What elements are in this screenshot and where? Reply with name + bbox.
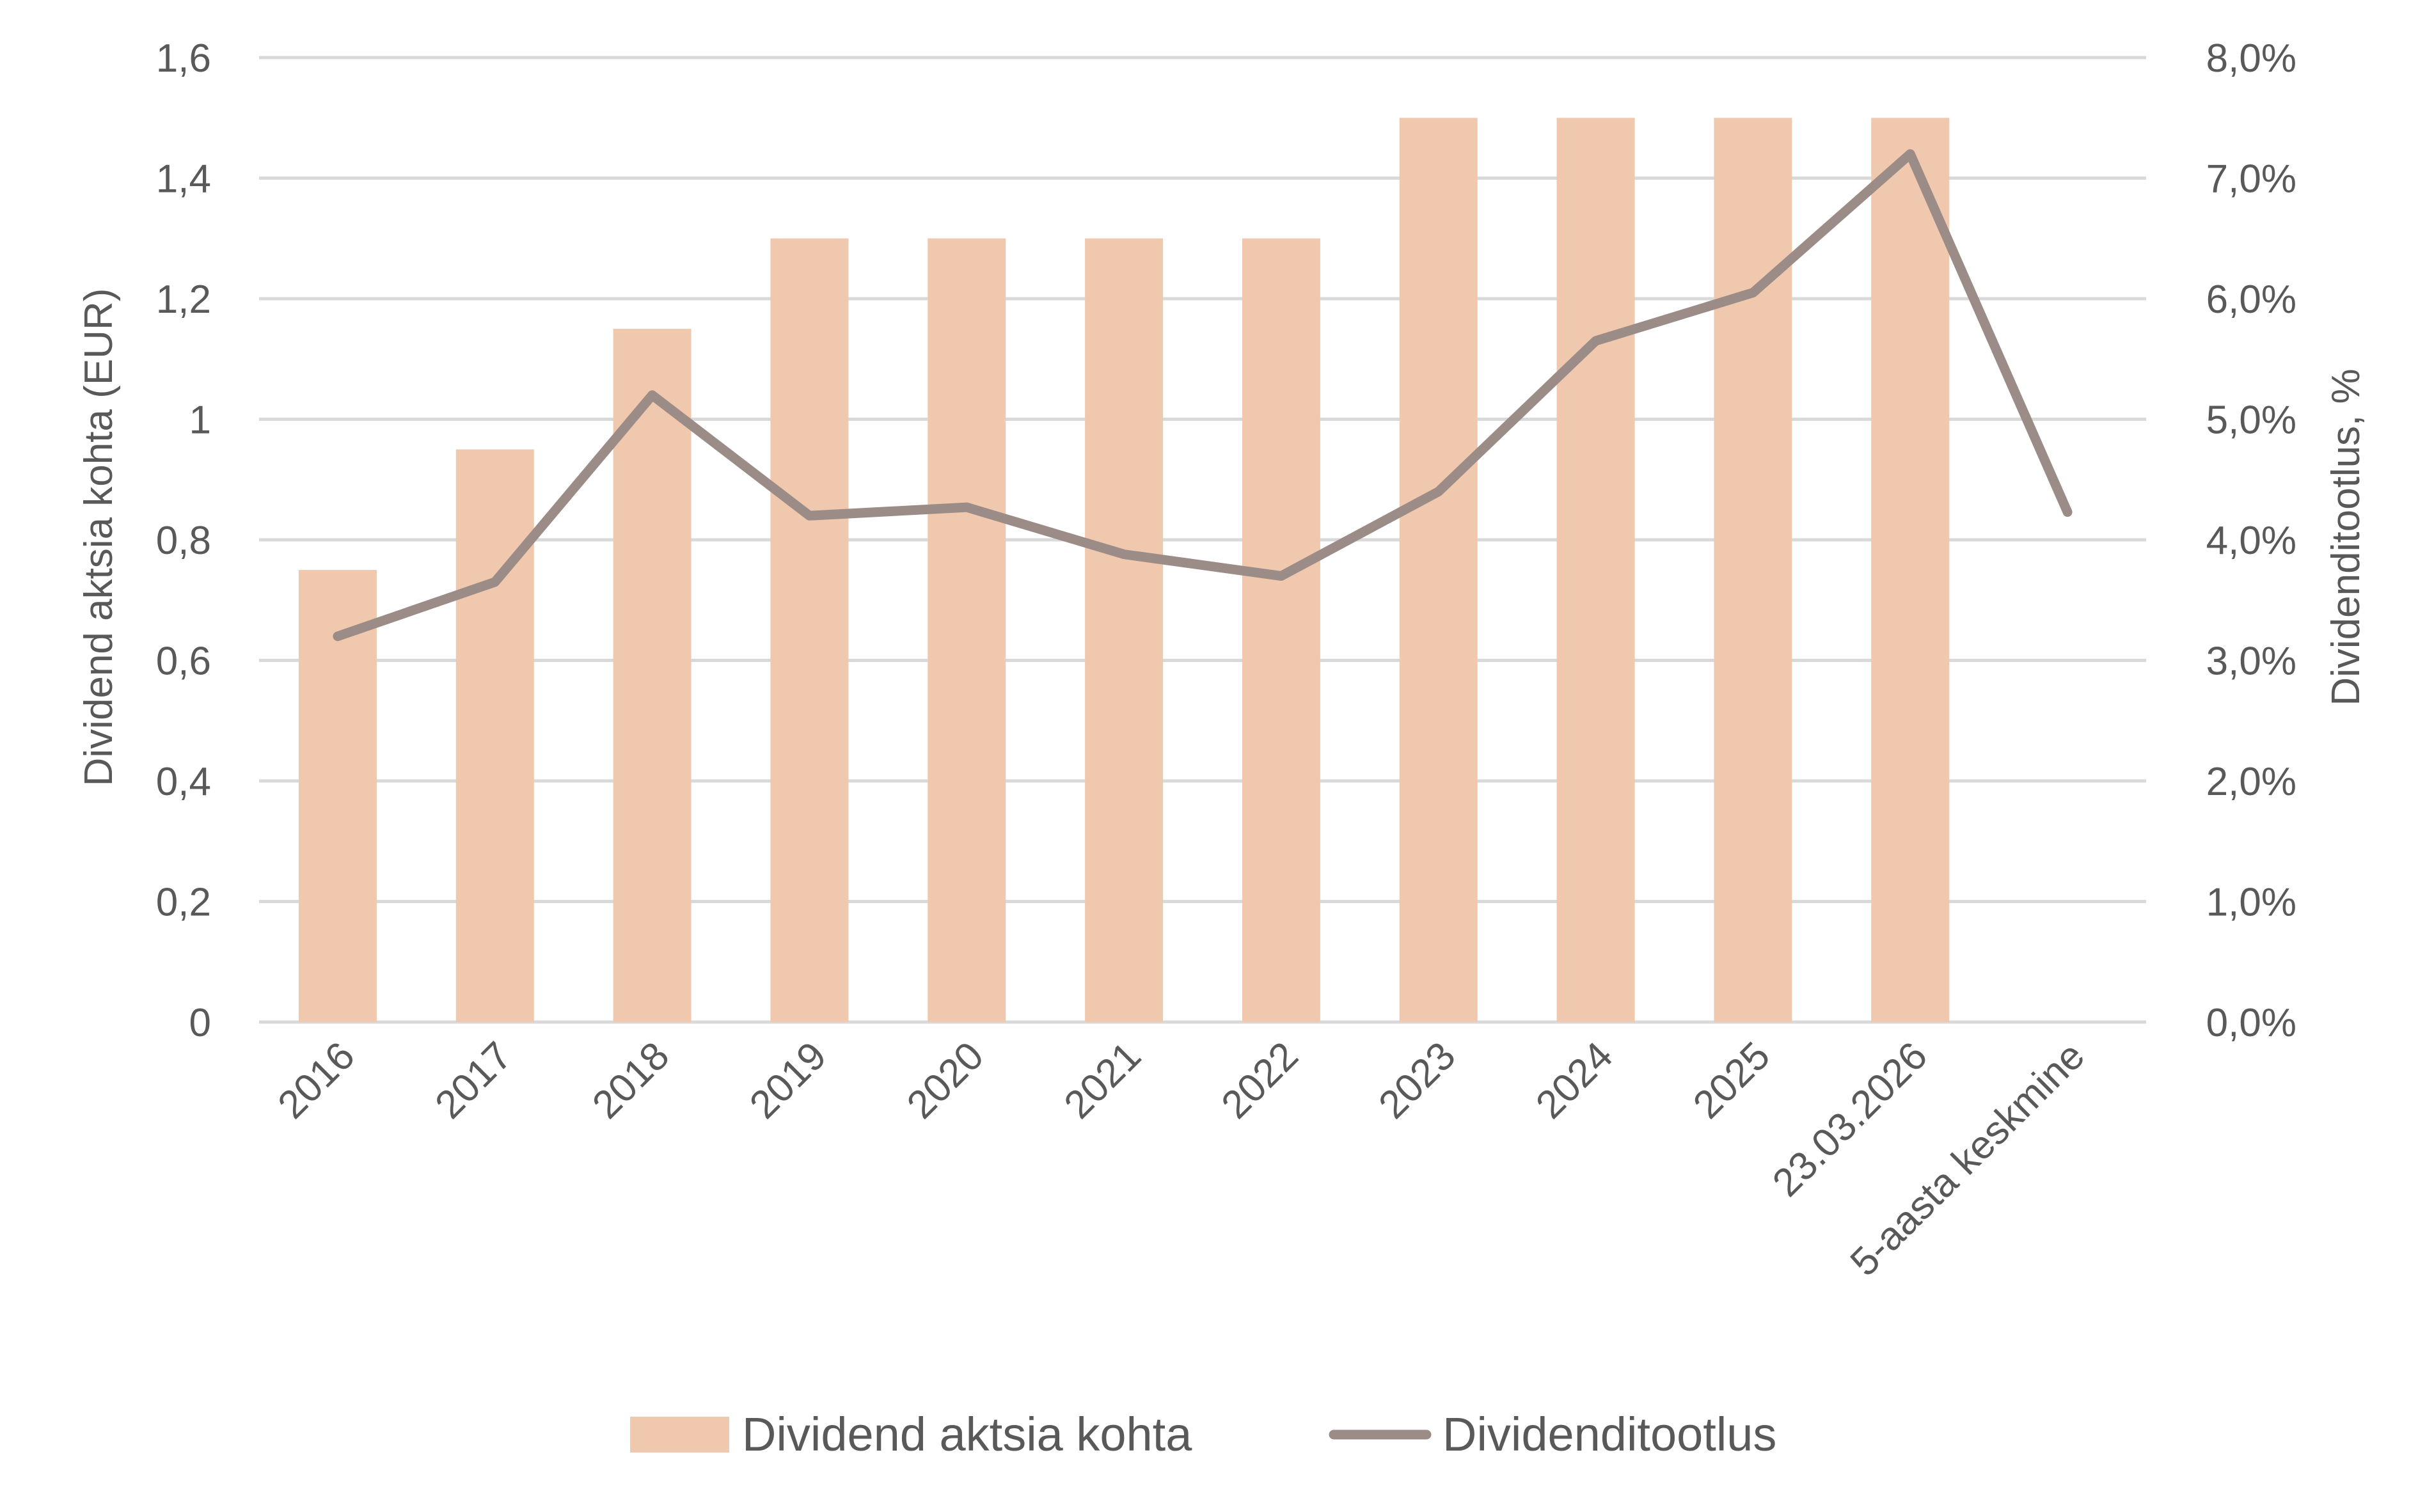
bar — [613, 329, 691, 1022]
left-tick-label: 1 — [189, 398, 211, 443]
right-tick-label: 4,0% — [2206, 519, 2296, 563]
bar — [1085, 238, 1164, 1022]
bar — [455, 449, 534, 1022]
x-tick-label: 23.03.2026 — [1764, 1034, 1936, 1205]
x-tick-label: 2017 — [427, 1034, 520, 1127]
x-tick-label: 2016 — [269, 1034, 363, 1127]
bar — [1399, 118, 1478, 1022]
bar — [298, 570, 377, 1022]
right-axis-ticks: 0,0% 1,0% 2,0% 3,0% 4,0% 5,0% 6,0% 7,0% 8,0% — [2206, 36, 2296, 1045]
bar — [1556, 118, 1635, 1022]
right-tick-label: 0,0% — [2206, 1001, 2296, 1045]
x-tick-label: 2022 — [1213, 1034, 1306, 1127]
right-tick-label: 7,0% — [2206, 157, 2296, 201]
legend-swatch-bar — [630, 1417, 729, 1453]
left-axis-ticks: 0 0,2 0,4 0,6 0,8 1 1,2 1,4 1,6 — [156, 36, 211, 1045]
x-tick-label: 2023 — [1370, 1034, 1464, 1127]
bar — [770, 238, 849, 1022]
bar — [1871, 118, 1950, 1022]
left-tick-label: 0,4 — [156, 760, 211, 804]
x-axis-ticks: 2016 2017 2018 2019 2020 2021 2022 2023 2024 2025… — [269, 1034, 2092, 1284]
x-tick-label: 2021 — [1056, 1034, 1150, 1127]
bar-series — [298, 118, 1950, 1022]
x-tick-label: 2020 — [899, 1034, 992, 1127]
left-tick-label: 0,8 — [156, 519, 211, 563]
gridlines — [259, 56, 2146, 1024]
x-tick-label: 2024 — [1528, 1034, 1621, 1127]
line-series — [333, 149, 2073, 642]
right-tick-label: 2,0% — [2206, 760, 2296, 804]
right-tick-label: 3,0% — [2206, 640, 2296, 684]
x-tick-label: 2018 — [584, 1034, 677, 1127]
legend-label-line: Dividenditootlus — [1442, 1408, 1776, 1461]
x-tick-label: 2019 — [741, 1034, 835, 1127]
left-tick-label: 0,6 — [156, 640, 211, 684]
left-tick-label: 1,4 — [156, 157, 211, 201]
left-axis-title: Dividend aktsia kohta (EUR) — [77, 288, 121, 787]
legend-label-bar: Dividend aktsia kohta — [742, 1408, 1192, 1461]
bar — [1242, 238, 1320, 1022]
left-tick-label: 0 — [189, 1001, 211, 1045]
bar — [928, 238, 1006, 1022]
right-tick-label: 1,0% — [2206, 881, 2296, 925]
right-tick-label: 8,0% — [2206, 36, 2296, 81]
right-tick-label: 5,0% — [2206, 398, 2296, 443]
right-tick-label: 6,0% — [2206, 278, 2296, 322]
x-tick-label: 2025 — [1685, 1034, 1778, 1127]
left-tick-label: 1,2 — [156, 278, 211, 322]
left-tick-label: 0,2 — [156, 881, 211, 925]
legend: Dividend aktsia kohta Dividenditootlus — [630, 1408, 1776, 1461]
left-tick-label: 1,6 — [156, 36, 211, 81]
yield-line — [333, 149, 2073, 642]
bar — [1714, 118, 1792, 1022]
right-axis-title: Dividenditootlus, % — [2324, 368, 2368, 705]
